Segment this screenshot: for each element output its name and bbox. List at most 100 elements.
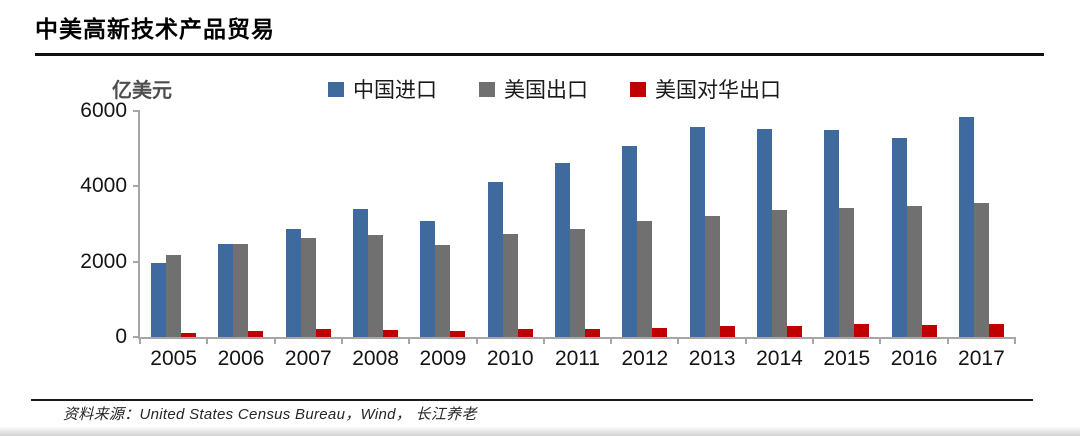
bar-美国对华出口-2014: [786, 325, 802, 337]
footer-divider: [31, 399, 1033, 401]
x-axis-tick: [542, 337, 545, 344]
x-axis-tick: [946, 337, 949, 344]
x-axis-tick: [408, 337, 411, 344]
x-axis-tick: [139, 337, 141, 344]
x-axis-label: 2009: [419, 347, 467, 370]
y-axis-tick: [133, 336, 140, 338]
bar-group-2005: [140, 111, 207, 337]
bar-中国进口-2005: [151, 262, 167, 337]
bar-美国对华出口-2007: [315, 329, 331, 337]
x-axis-label: 2008: [352, 347, 399, 370]
bar-美国出口-2013: [704, 216, 720, 337]
chart-title: 中美高新技术产品贸易: [35, 16, 275, 42]
bar-中国进口-2017: [958, 117, 974, 337]
bar-中国进口-2006: [218, 243, 234, 337]
x-axis-labels: 2005 2006 2007 2008 2009 2010 2011 2012 2013 2014…: [140, 347, 1015, 371]
bar-group-2008: [342, 111, 409, 337]
bar-美国出口-2007: [300, 237, 316, 337]
bar-group-2010: [477, 111, 544, 337]
x-axis-tick: [677, 337, 680, 344]
legend-label: 中国进口: [353, 79, 437, 102]
y-axis-tick: [133, 185, 140, 188]
bar-中国进口-2011: [555, 162, 571, 337]
bar-中国进口-2010: [487, 181, 503, 337]
x-axis-tick: [273, 337, 276, 344]
x-axis-label: 2011: [554, 347, 601, 370]
bar-group-2016: [880, 111, 947, 337]
bar-美国对华出口-2012: [652, 328, 668, 337]
x-axis-label: 2016: [890, 347, 938, 370]
bar-美国出口-2015: [839, 207, 855, 337]
bar-美国出口-2014: [771, 209, 787, 337]
bar-美国出口-2009: [435, 244, 451, 337]
bar-美国出口-2016: [906, 205, 922, 337]
x-axis-tick: [744, 337, 747, 344]
bar-美国出口-2005: [166, 254, 182, 337]
bar-中国进口-2007: [285, 229, 301, 337]
x-axis-tick: [812, 337, 815, 344]
chart-legend: 中国进口 美国出口 美国对华出口: [328, 74, 781, 104]
x-axis-label: 2007: [284, 347, 332, 370]
x-axis-label: 2012: [621, 347, 669, 370]
legend-swatch-icon: [479, 81, 495, 97]
bar-美国出口-2011: [570, 228, 586, 337]
bar-groups: [140, 111, 1015, 337]
legend-item: 中国进口: [328, 74, 437, 104]
y-axis-unit-label: 亿美元: [112, 80, 172, 102]
bar-美国对华出口-2016: [921, 324, 937, 337]
bar-group-2012: [611, 111, 678, 337]
source-note: 资料来源：United States Census Bureau，Wind， 长…: [63, 406, 477, 423]
bar-美国对华出口-2017: [988, 323, 1004, 337]
legend-swatch-icon: [328, 81, 344, 97]
bar-美国对华出口-2015: [854, 324, 870, 337]
bar-美国对华出口-2009: [450, 330, 466, 337]
x-axis-label: 2005: [150, 347, 198, 370]
legend-swatch-icon: [630, 81, 646, 97]
x-axis-tick: [610, 337, 613, 344]
x-axis-tick: [475, 337, 478, 344]
bar-group-2007: [275, 111, 342, 337]
legend-label: 美国出口: [504, 79, 588, 102]
x-axis-label: 2014: [756, 347, 803, 370]
bar-中国进口-2016: [891, 138, 907, 337]
y-axis-tick-label: 0: [115, 325, 127, 348]
bar-美国对华出口-2008: [383, 329, 399, 337]
x-axis-tick: [879, 337, 882, 344]
bar-美国对华出口-2010: [517, 329, 533, 337]
bar-中国进口-2008: [353, 208, 369, 337]
bar-group-2014: [746, 111, 813, 337]
x-axis-tick: [340, 337, 343, 344]
bar-美国出口-2008: [368, 235, 384, 337]
y-axis-tick: [133, 110, 140, 112]
bottom-edge-shadow: [0, 427, 1080, 436]
plot-area: 2005 2006 2007 2008 2009 2010 2011 2012 2013 2014…: [80, 99, 1016, 370]
x-axis-tick: [1014, 337, 1016, 344]
bar-美国出口-2010: [502, 233, 518, 337]
legend-item: 美国对华出口: [630, 74, 781, 104]
x-axis-label: 2015: [823, 347, 871, 370]
bar-美国出口-2012: [637, 221, 653, 337]
bar-中国进口-2012: [622, 145, 638, 337]
bar-美国出口-2006: [233, 243, 249, 337]
bar-group-2013: [679, 111, 746, 337]
legend-label: 美国对华出口: [655, 79, 781, 102]
x-axis-label: 2006: [217, 347, 265, 370]
x-axis-label: 2017: [958, 347, 1005, 370]
bar-中国进口-2013: [689, 126, 705, 337]
title-divider: [35, 53, 1044, 56]
x-axis-tick: [206, 337, 209, 344]
legend-item: 美国出口: [479, 74, 588, 104]
x-axis-label: 2013: [688, 347, 736, 370]
bar-group-2011: [544, 111, 611, 337]
y-axis-tick-label: 4000: [80, 174, 127, 198]
bar-美国对华出口-2011: [585, 328, 601, 337]
bar-group-2015: [813, 111, 880, 337]
bar-美国对华出口-2013: [719, 326, 735, 337]
bar-中国进口-2014: [756, 129, 772, 337]
bar-中国进口-2009: [420, 220, 436, 337]
x-axis-label: 2010: [486, 347, 534, 370]
y-axis-tick-label: 2000: [80, 249, 127, 273]
bar-group-2009: [409, 111, 476, 337]
y-axis-tick-label: 6000: [80, 99, 127, 122]
y-axis-tick: [133, 260, 140, 263]
